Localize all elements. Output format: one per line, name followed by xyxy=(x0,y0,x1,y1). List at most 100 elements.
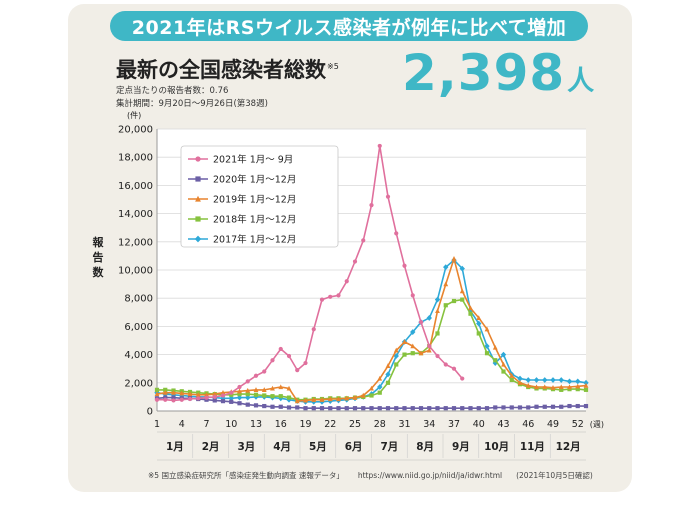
month-label-10: 10月 xyxy=(484,441,509,453)
series-2-point-39 xyxy=(468,406,473,411)
series-5-point-28 xyxy=(377,384,383,390)
series-2-point-34 xyxy=(427,406,432,411)
series-2-point-50 xyxy=(559,404,564,409)
series-1-point-7 xyxy=(204,395,209,400)
series-4-point-37 xyxy=(451,298,457,304)
x-tick-label-7: 7 xyxy=(203,419,209,430)
series-2-point-23 xyxy=(336,406,341,411)
legend-swatch-marker-2 xyxy=(195,176,201,182)
series-2-point-31 xyxy=(402,406,407,411)
series-4-point-29 xyxy=(385,380,391,385)
series-2-point-40 xyxy=(476,406,481,411)
series-5-point-50 xyxy=(558,377,564,383)
series-2-point-36 xyxy=(443,406,448,411)
x-tick-label-49: 49 xyxy=(547,419,559,430)
series-2-point-33 xyxy=(418,406,424,411)
series-4-point-2 xyxy=(163,387,168,392)
series-4-point-16 xyxy=(278,394,283,399)
month-label-9: 9月 xyxy=(452,441,470,453)
series-1-point-18 xyxy=(295,368,300,373)
series-3-point-8 xyxy=(212,391,218,397)
series-5-point-42 xyxy=(492,360,498,366)
page-title: 最新の全国感染者総数※5 xyxy=(116,54,339,84)
y-tick-label-8000: 8,000 xyxy=(124,294,153,305)
series-5-point-47 xyxy=(533,377,540,383)
series-4-point-31 xyxy=(402,352,407,357)
series-2-point-15 xyxy=(270,404,275,409)
series-3-point-12 xyxy=(245,387,251,393)
series-3-point-30 xyxy=(393,347,399,353)
headline-banner: 2021年はRSウイルス感染者が例年に比べて増加 xyxy=(110,11,588,41)
month-label-12: 12月 xyxy=(556,441,581,453)
series-5-point-16 xyxy=(278,395,284,402)
series-2-point-43 xyxy=(501,405,506,410)
series-2-point-38 xyxy=(460,406,465,411)
legend-swatch-marker-3 xyxy=(195,195,201,202)
series-3-point-35 xyxy=(435,308,440,313)
series-4-point-41 xyxy=(484,351,490,356)
y-tick-label-4000: 4,000 xyxy=(124,350,153,361)
series-3-point-44 xyxy=(509,373,515,378)
legend-entry-4: 2018年 1月〜12月 xyxy=(213,214,296,226)
series-1-point-3 xyxy=(171,398,176,403)
series-3-point-50 xyxy=(558,384,564,390)
series-5-point-11 xyxy=(236,394,243,401)
series-3-point-25 xyxy=(352,394,358,400)
series-1-point-8 xyxy=(212,394,217,399)
y-unit-label: (件) xyxy=(127,110,141,120)
series-5-point-51 xyxy=(566,378,573,385)
month-label-3: 3月 xyxy=(237,441,255,453)
series-3-point-1 xyxy=(154,391,160,397)
total-count-number: 2,398 xyxy=(402,44,566,102)
series-3-point-24 xyxy=(344,395,350,401)
series-3-point-48 xyxy=(542,384,548,390)
series-3-point-26 xyxy=(360,392,366,398)
series-4-point-28 xyxy=(377,390,382,395)
month-label-11: 11月 xyxy=(520,441,545,453)
series-1-point-1 xyxy=(154,397,160,402)
x-tick-label-1: 1 xyxy=(154,419,160,430)
series-3-point-11 xyxy=(237,388,242,394)
series-5-point-45 xyxy=(517,375,523,382)
series-4-point-53 xyxy=(583,387,589,392)
per-site-reports: 定点当たりの報告者数：0.76 xyxy=(116,86,229,96)
series-3-point-4 xyxy=(179,390,185,396)
series-1-point-29 xyxy=(385,194,391,199)
series-5-point-53 xyxy=(583,379,589,386)
series-2-point-18 xyxy=(295,405,300,410)
x-tick-label-4: 4 xyxy=(179,419,185,430)
series-3-point-38 xyxy=(459,288,465,294)
series-2-point-16 xyxy=(278,404,283,409)
y-tick-label-18000: 18,000 xyxy=(118,153,153,164)
series-3-point-46 xyxy=(525,382,531,388)
series-4-point-51 xyxy=(567,387,572,392)
series-3-point-13 xyxy=(253,387,259,392)
series-2-point-8 xyxy=(212,398,217,403)
x-tick-label-40: 40 xyxy=(473,419,485,430)
series-3-point-51 xyxy=(567,384,572,390)
series-1-point-35 xyxy=(435,353,440,359)
series-1-point-27 xyxy=(369,203,374,208)
series-2-point-49 xyxy=(550,404,556,409)
series-4-point-42 xyxy=(493,358,498,363)
series-3-point-3 xyxy=(171,389,176,395)
series-2-point-17 xyxy=(286,405,292,410)
series-2-point-51 xyxy=(567,403,572,409)
series-2-point-47 xyxy=(534,404,539,409)
series-1-point-19 xyxy=(303,360,308,366)
x-tick-label-31: 31 xyxy=(398,419,410,430)
series-5-point-49 xyxy=(550,377,556,383)
series-3-point-23 xyxy=(336,396,341,402)
series-2-point-46 xyxy=(526,405,531,410)
series-3-point-15 xyxy=(270,385,275,391)
series-5-point-32 xyxy=(410,329,416,335)
series-1-point-38 xyxy=(460,376,465,381)
legend-box xyxy=(180,145,339,248)
series-4-point-44 xyxy=(509,377,514,383)
source-footnote: ※5 国立感染症研究所「感染症発生動向調査 速報データ」 https://www.… xyxy=(148,470,607,481)
series-3-point-45 xyxy=(517,380,523,385)
series-5-point-41 xyxy=(484,343,490,350)
series-3-point-36 xyxy=(443,281,449,287)
series-2-point-19 xyxy=(303,406,308,411)
footnote-url: https://www.niid.go.jp/niid/ja/idwr.html xyxy=(357,471,503,480)
